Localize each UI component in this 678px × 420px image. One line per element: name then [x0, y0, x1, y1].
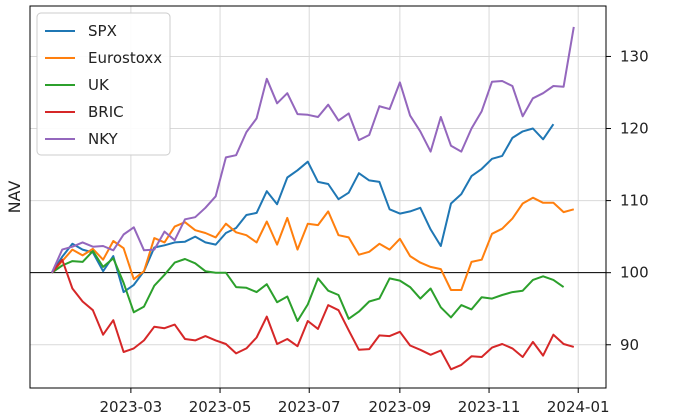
y-axis-ticks: 90 100 110 120 130	[606, 47, 649, 354]
x-tick-label: 2023-05	[189, 398, 252, 416]
x-axis-ticks: 2023-03 2023-05 2023-07 2023-09 2023-11 2024-…	[100, 388, 610, 416]
y-tick-label: 100	[620, 264, 649, 282]
x-tick-label: 2023-07	[278, 398, 341, 416]
legend-label-eurostoxx: Eurostoxx	[88, 49, 162, 67]
legend-label-uk: UK	[88, 76, 110, 94]
series-line-bric	[51, 258, 575, 371]
y-tick-label: 120	[620, 120, 649, 138]
x-tick-label: 2024-01	[547, 398, 610, 416]
y-tick-label: 110	[620, 192, 649, 210]
y-axis-title: NAV	[5, 181, 24, 214]
legend-label-spx: SPX	[88, 22, 117, 40]
series-line-eurostoxx	[51, 196, 575, 291]
x-tick-label: 2023-11	[458, 398, 521, 416]
y-tick-label: 130	[620, 47, 649, 65]
series-lines	[50, 26, 575, 371]
legend-label-nky: NKY	[88, 130, 119, 148]
series-line-nky	[50, 26, 575, 274]
legend-box	[36, 12, 171, 156]
series-line-spx	[51, 123, 555, 294]
y-tick-label: 90	[620, 336, 639, 354]
plot-frame	[29, 5, 607, 389]
x-tick-label: 2023-09	[369, 398, 432, 416]
legend-label-bric: BRIC	[88, 103, 124, 121]
legend: SPX Eurostoxx UK BRIC NKY	[36, 12, 171, 156]
series-line-uk	[51, 250, 565, 322]
x-tick-label: 2023-03	[100, 398, 163, 416]
